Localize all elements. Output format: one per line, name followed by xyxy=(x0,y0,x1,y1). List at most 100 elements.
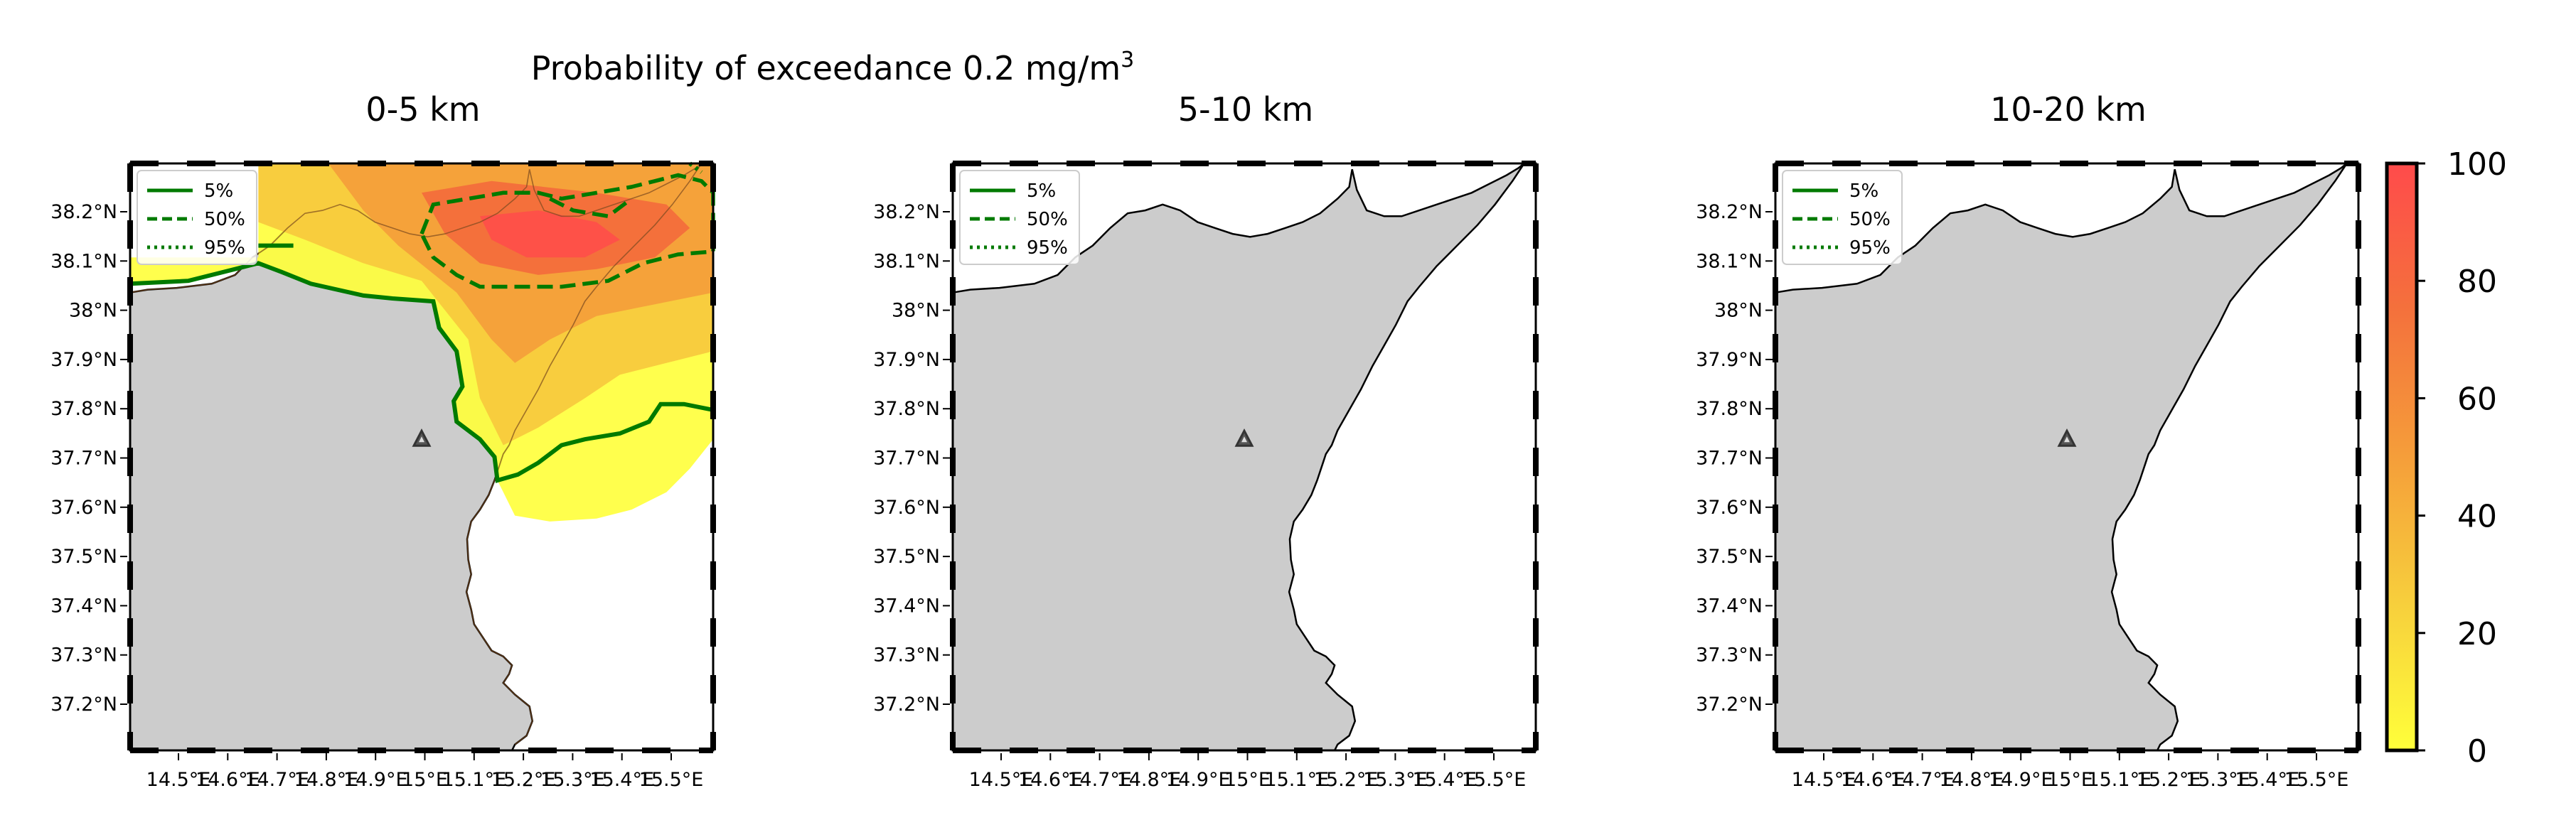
lon-tick-label: 15.4°E xyxy=(589,769,654,791)
lon-tick-label: 15.1°E xyxy=(442,769,506,791)
frame-segment xyxy=(2174,161,2202,166)
lon-tick-label: 15.4°E xyxy=(2235,769,2299,791)
lat-tick-label: 37.2°N xyxy=(50,694,117,716)
lat-tick-label: 37.7°N xyxy=(50,448,117,470)
frame-segment xyxy=(2356,163,2361,192)
frame-segment xyxy=(1294,161,1322,166)
suptitle-text: Probability of exceedance 0.2 mg/m xyxy=(531,49,1121,87)
frame-segment xyxy=(127,448,133,476)
legend-box xyxy=(959,170,1080,265)
frame-segment xyxy=(1533,618,1539,647)
lon-tick-label: 15.3°E xyxy=(540,769,605,791)
lat-tick-label: 38°N xyxy=(1714,300,1763,322)
frame-segment xyxy=(1773,618,1778,647)
frame-segment xyxy=(710,334,716,362)
colorbar-tick-label: 100 xyxy=(2447,146,2507,183)
lon-tick-label: 15.3°E xyxy=(2186,769,2250,791)
contour-5-percent xyxy=(129,261,714,483)
lon-tick-label: 15.1°E xyxy=(1264,769,1329,791)
frame-segment xyxy=(1351,161,1379,166)
frame-segment xyxy=(710,163,716,192)
frame-segment xyxy=(2356,391,2361,419)
frame-segment xyxy=(471,161,500,166)
contour-50-percent-inner xyxy=(549,197,633,219)
frame-segment xyxy=(2344,748,2358,753)
plume-lower-lobe xyxy=(497,404,713,522)
frame-segment xyxy=(127,334,133,362)
frame-segment xyxy=(1465,748,1493,753)
lon-tick-label: 14.6°E xyxy=(196,769,260,791)
frame-segment xyxy=(1773,334,1778,362)
lat-tick-label: 37.4°N xyxy=(50,595,117,617)
frame-segment xyxy=(1522,161,1536,166)
land-area xyxy=(951,163,1525,752)
frame-segment xyxy=(2356,277,2361,306)
frame-segment xyxy=(2003,748,2031,753)
frame-segment xyxy=(2356,448,2361,476)
frame-segment xyxy=(1773,277,1778,306)
frame-segment xyxy=(1533,448,1539,476)
frame-segment xyxy=(950,277,956,306)
lat-tick-label: 38°N xyxy=(69,300,117,322)
frame-segment xyxy=(2356,561,2361,590)
lon-tick-label: 14.8°E xyxy=(294,769,359,791)
frame-segment xyxy=(950,391,956,419)
frame-segment xyxy=(1408,161,1436,166)
lon-tick-label: 15.4°E xyxy=(1412,769,1477,791)
lon-tick-label: 14.8°E xyxy=(1117,769,1182,791)
frame-segment xyxy=(2287,748,2316,753)
frame-segment xyxy=(2117,748,2145,753)
frame-segment xyxy=(1010,748,1038,753)
frame-segment xyxy=(699,161,713,166)
frame-segment xyxy=(1773,391,1778,419)
panel-title: 10-20 km xyxy=(1990,90,2147,129)
frame-segment xyxy=(2356,675,2361,703)
lon-tick-label: 14.9°E xyxy=(1166,769,1231,791)
contour-95-percent xyxy=(688,161,703,174)
frame-segment xyxy=(1832,748,1861,753)
frame-segment xyxy=(1832,161,1861,166)
lat-tick-label: 38°N xyxy=(892,300,940,322)
frame-segment xyxy=(950,220,956,249)
lat-tick-label: 37.6°N xyxy=(873,497,940,519)
frame-segment xyxy=(127,561,133,590)
lon-tick-label: 15.2°E xyxy=(1314,769,1379,791)
frame-segment xyxy=(1010,161,1038,166)
legend-label: 5% xyxy=(1849,180,1878,202)
lon-tick-label: 15°E xyxy=(402,769,448,791)
lon-tick-label: 15°E xyxy=(2047,769,2093,791)
volcano-triangle-inner xyxy=(2064,436,2070,443)
frame-segment xyxy=(1946,748,1974,753)
lat-tick-label: 37.8°N xyxy=(1696,398,1763,420)
frame-segment xyxy=(1773,505,1778,533)
lon-tick-label: 15.1°E xyxy=(2087,769,2152,791)
frame-segment xyxy=(1533,220,1539,249)
frame-segment xyxy=(710,391,716,419)
legend-label: 50% xyxy=(1849,209,1891,230)
frame-segment xyxy=(1180,748,1209,753)
frame-segment xyxy=(130,161,159,166)
lat-tick-label: 37.4°N xyxy=(873,595,940,617)
lat-tick-label: 37.5°N xyxy=(1696,546,1763,568)
lat-tick-label: 37.3°N xyxy=(873,645,940,667)
legend-label: 5% xyxy=(204,180,233,202)
frame-segment xyxy=(710,505,716,533)
frame-segment xyxy=(528,748,557,753)
suptitle-sup: 3 xyxy=(1121,48,1134,72)
frame-segment xyxy=(127,391,133,419)
frame-segment xyxy=(127,163,133,192)
frame-segment xyxy=(1773,220,1778,249)
volcano-triangle-inner xyxy=(1241,436,1247,443)
frame-segment xyxy=(1465,161,1493,166)
colorbar-tick-label: 40 xyxy=(2457,499,2497,535)
frame-segment xyxy=(950,163,956,192)
lon-tick-label: 14.5°E xyxy=(146,769,211,791)
lon-tick-label: 14.9°E xyxy=(343,769,408,791)
lon-tick-label: 14.9°E xyxy=(1989,769,2053,791)
frame-segment xyxy=(127,220,133,249)
frame-segment xyxy=(2060,748,2088,753)
lat-tick-label: 37.8°N xyxy=(50,398,117,420)
frame-segment xyxy=(1773,448,1778,476)
frame-segment xyxy=(127,675,133,703)
volcano-triangle-inner xyxy=(419,436,424,443)
